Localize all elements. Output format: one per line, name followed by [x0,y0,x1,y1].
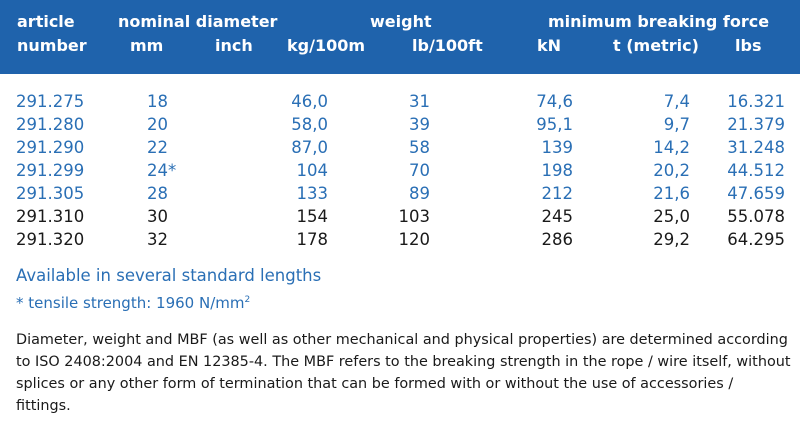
tensile-strength-text: * tensile strength: 1960 N/mm [16,294,245,312]
cell-mm: 18 [147,92,168,111]
cell-kn: 95,1 [536,115,573,134]
cell-lb-per-100ft: 89 [409,184,430,203]
description-paragraph: Diameter, weight and MBF (as well as oth… [16,332,791,414]
cell-kg-per-100m: 154 [296,207,329,226]
table-row: 291.320 32 178 120 286 29,2 64.295 [0,228,800,251]
cell-lbs: 21.379 [727,115,785,134]
header-lbs: lbs [735,36,762,55]
cell-kn: 198 [541,161,574,180]
cell-article: 291.320 [16,230,85,249]
cell-lbs: 64.295 [727,230,785,249]
header-kn: kN [537,36,562,55]
cell-article: 291.310 [16,207,85,226]
cell-t-metric: 25,0 [653,207,690,226]
tensile-strength-superscript: 2 [244,295,251,305]
header-lb-per-100ft: lb/100ft [412,36,483,55]
cell-t-metric: 7,4 [663,92,690,111]
cell-lbs: 55.078 [727,207,785,226]
header-mm: mm [130,36,164,55]
cell-t-metric: 20,2 [653,161,690,180]
header-kg-per-100m: kg/100m [287,36,366,55]
table-row: 291.290 22 87,0 58 139 14,2 31.248 [0,136,800,159]
cell-article: 291.299 [16,161,85,180]
cell-article: 291.290 [16,138,85,157]
table-row: 291.310 30 154 103 245 25,0 55.078 [0,205,800,228]
table-row: 291.280 20 58,0 39 95,1 9,7 21.379 [0,113,800,136]
cell-kg-per-100m: 104 [296,161,329,180]
cell-kg-per-100m: 178 [296,230,329,249]
header-inch: inch [215,36,253,55]
cell-lb-per-100ft: 31 [409,92,430,111]
cell-kn: 74,6 [536,92,573,111]
cell-kn: 139 [541,138,574,157]
cell-t-metric: 29,2 [653,230,690,249]
cell-mm: 28 [147,184,168,203]
cell-mm: 32 [147,230,168,249]
cell-kn: 245 [541,207,574,226]
cell-kg-per-100m: 46,0 [291,92,328,111]
cell-article: 291.305 [16,184,85,203]
cell-mm: 22 [147,138,168,157]
table-row: 291.275 18 46,0 31 74,6 7,4 16.321 [0,90,800,113]
cell-lb-per-100ft: 103 [398,207,431,226]
cell-lbs: 47.659 [727,184,785,203]
cell-article: 291.280 [16,115,85,134]
cell-t-metric: 9,7 [663,115,690,134]
table-row: 291.305 28 133 89 212 21,6 47.659 [0,182,800,205]
cell-kn: 286 [541,230,574,249]
cell-mm: 20 [147,115,168,134]
cell-lbs: 31.248 [727,138,785,157]
header-t-metric: t (metric) [613,36,699,55]
header-weight: weight [370,12,432,31]
header-article-line2: number [17,36,87,55]
cell-lb-per-100ft: 70 [409,161,430,180]
cell-mm: 24* [147,161,177,180]
tensile-strength-note: * tensile strength: 1960 N/mm2 [16,289,250,314]
table-row: 291.299 24* 104 70 198 20,2 44.512 [0,159,800,182]
cell-lb-per-100ft: 120 [398,230,431,249]
cell-kg-per-100m: 87,0 [291,138,328,157]
table-header: article number nominal diameter mm inch … [0,0,800,74]
cell-lb-per-100ft: 58 [409,138,430,157]
cell-kg-per-100m: 133 [296,184,329,203]
cell-t-metric: 21,6 [653,184,690,203]
cell-lbs: 16.321 [727,92,785,111]
header-nominal-diameter: nominal diameter [118,12,278,31]
header-minimum-breaking-force: minimum breaking force [548,12,770,31]
cell-lb-per-100ft: 39 [409,115,430,134]
header-article-line1: article [17,12,75,31]
cell-kg-per-100m: 58,0 [291,115,328,134]
cell-mm: 30 [147,207,168,226]
cell-article: 291.275 [16,92,85,111]
lengths-note: Available in several standard lengths [16,266,322,285]
cell-lbs: 44.512 [727,161,785,180]
cell-t-metric: 14,2 [653,138,690,157]
cell-kn: 212 [541,184,574,203]
